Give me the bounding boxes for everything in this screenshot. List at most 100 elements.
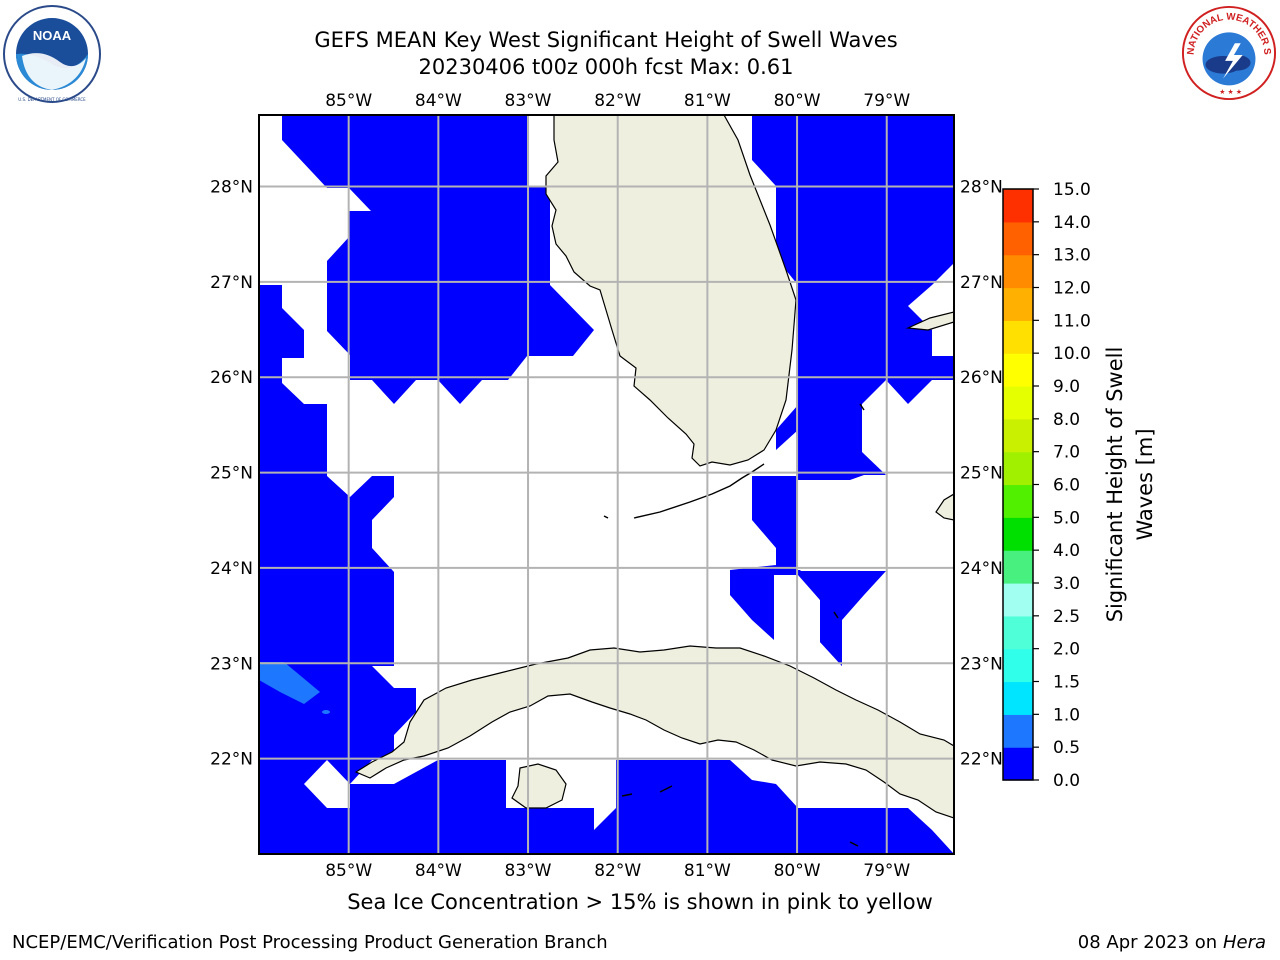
colorbar-swatch	[1003, 615, 1033, 650]
lon-label-top: 83°W	[505, 91, 552, 111]
colorbar-tick-label: 12.0	[1053, 279, 1091, 299]
land-bahamas	[935, 493, 954, 521]
lat-label-left: 22°N	[210, 750, 253, 770]
lat-label-left: 23°N	[210, 654, 253, 674]
colorbar-tick-label: 11.0	[1053, 311, 1091, 331]
lon-label-top: 79°W	[863, 91, 910, 111]
swell-cell	[322, 710, 330, 714]
lon-label-bottom: 79°W	[863, 861, 910, 881]
swell-cell	[527, 808, 594, 854]
lon-label-bottom: 82°W	[594, 861, 641, 881]
host-name: Hera	[1222, 932, 1266, 953]
colorbar-tick-label: 8.0	[1053, 410, 1080, 430]
lat-label-left: 28°N	[210, 178, 253, 198]
colorbar-swatch	[1003, 681, 1033, 715]
colorbar: 0.0 0.5 1.0 1.5 2.0 2.5 3.0 4.0 5.0 6.0 7.0 8.0 9.0 1…	[1002, 180, 1157, 791]
island-stroke	[859, 403, 865, 411]
colorbar-tick-label: 14.0	[1053, 213, 1091, 233]
colorbar-tick-label: 1.0	[1053, 705, 1080, 725]
lat-label-right: 27°N	[960, 273, 1003, 293]
swell-cell	[372, 760, 527, 854]
colorbar-tick-label: 10.0	[1053, 344, 1091, 364]
swell-cell	[259, 285, 416, 854]
island-stroke	[833, 611, 839, 619]
land-layer	[354, 115, 954, 847]
colorbar-label-line1: Significant Height of Swell	[1103, 347, 1127, 623]
swell-cell	[752, 476, 798, 571]
svg-text:★ ★ ★: ★ ★ ★	[1219, 88, 1242, 96]
nws-logo: NATIONAL WEATHER SERVICE ★ ★ ★	[1180, 4, 1277, 101]
colorbar-swatch	[1003, 484, 1033, 518]
island-stroke	[849, 841, 859, 847]
svg-text:U.S. DEPARTMENT OF COMMERCE: U.S. DEPARTMENT OF COMMERCE	[18, 97, 86, 102]
colorbar-swatch	[1003, 254, 1033, 289]
lon-label-top: 80°W	[774, 91, 821, 111]
lon-label-top: 81°W	[684, 91, 731, 111]
colorbar-tick-label: 5.0	[1053, 508, 1080, 528]
colorbar-swatch	[1003, 386, 1033, 420]
swell-cell	[259, 808, 282, 831]
colorbar-tick-label: 3.0	[1053, 574, 1080, 594]
map-frame	[258, 114, 955, 855]
map-plot-area	[259, 115, 954, 854]
date-text: 08 Apr 2023 on	[1077, 932, 1218, 953]
lon-label-bottom: 84°W	[415, 861, 462, 881]
generation-date: 08 Apr 2023 on Hera	[1078, 932, 1266, 953]
lat-label-left: 27°N	[210, 273, 253, 293]
lat-label-right: 23°N	[960, 654, 1003, 674]
colorbar-swatch	[1003, 583, 1033, 617]
lon-label-bottom: 83°W	[505, 861, 552, 881]
colorbar-swatch	[1003, 648, 1033, 683]
colorbar-tick-label: 15.0	[1053, 180, 1091, 200]
colorbar-swatch	[1003, 221, 1033, 256]
swell-cell	[259, 662, 320, 704]
colorbar-swatch	[1003, 451, 1033, 486]
chart-title: GEFS MEAN Key West Significant Height of…	[314, 28, 898, 52]
colorbar-tick-label: 6.0	[1053, 476, 1080, 496]
colorbar-swatch	[1003, 747, 1033, 781]
lat-label-left: 24°N	[210, 559, 253, 579]
lat-label-left: 25°N	[210, 464, 253, 484]
land-cuba	[354, 645, 954, 819]
colorbar-tick-label: 1.5	[1053, 673, 1080, 693]
chart-subtitle-run: 20230406 t00z 000h fcst Max: 0.61	[418, 55, 794, 79]
land-isla-juventud	[511, 763, 567, 809]
colorbar-swatch	[1003, 550, 1033, 584]
colorbar-swatch	[1003, 714, 1033, 748]
lon-label-top: 84°W	[415, 91, 462, 111]
producer-credit: NCEP/EMC/Verification Post Processing Pr…	[12, 932, 608, 953]
lon-label-bottom: 81°W	[684, 861, 731, 881]
swell-cell	[798, 571, 886, 666]
colorbar-swatch	[1003, 320, 1033, 354]
lon-label-bottom: 80°W	[774, 861, 821, 881]
island-stroke	[603, 515, 609, 519]
colorbar-swatch	[1003, 418, 1033, 453]
lon-label-top: 85°W	[325, 91, 372, 111]
lat-label-right: 25°N	[960, 464, 1003, 484]
colorbar-swatch	[1003, 287, 1033, 321]
colorbar-tick-label: 9.0	[1053, 377, 1080, 397]
colorbar-tick-label: 0.5	[1053, 738, 1080, 758]
noaa-logo: NOAA U.S. DEPARTMENT OF COMMERCE	[3, 5, 101, 103]
sea-ice-note: Sea Ice Concentration > 15% is shown in …	[347, 890, 933, 914]
lat-label-right: 24°N	[960, 559, 1003, 579]
lat-label-right: 22°N	[960, 750, 1003, 770]
swell-cell	[594, 760, 954, 854]
lat-label-right: 26°N	[960, 368, 1003, 388]
island-stroke	[621, 793, 633, 797]
graticule	[259, 115, 954, 854]
colorbar-tick-label: 0.0	[1053, 771, 1080, 791]
colorbar-label-line2: Waves [m]	[1133, 428, 1157, 540]
colorbar-swatch	[1003, 353, 1033, 387]
colorbar-tick-label: 7.0	[1053, 443, 1080, 463]
svg-text:NOAA: NOAA	[33, 28, 72, 43]
colorbar-swatch	[1003, 517, 1033, 551]
swell-cell	[730, 115, 954, 666]
lon-label-bottom: 85°W	[325, 861, 372, 881]
lat-label-right: 28°N	[960, 178, 1003, 198]
colorbar-tick-label: 13.0	[1053, 246, 1091, 266]
lat-label-left: 26°N	[210, 368, 253, 388]
lon-label-top: 82°W	[594, 91, 641, 111]
colorbar-swatch	[1003, 189, 1033, 223]
